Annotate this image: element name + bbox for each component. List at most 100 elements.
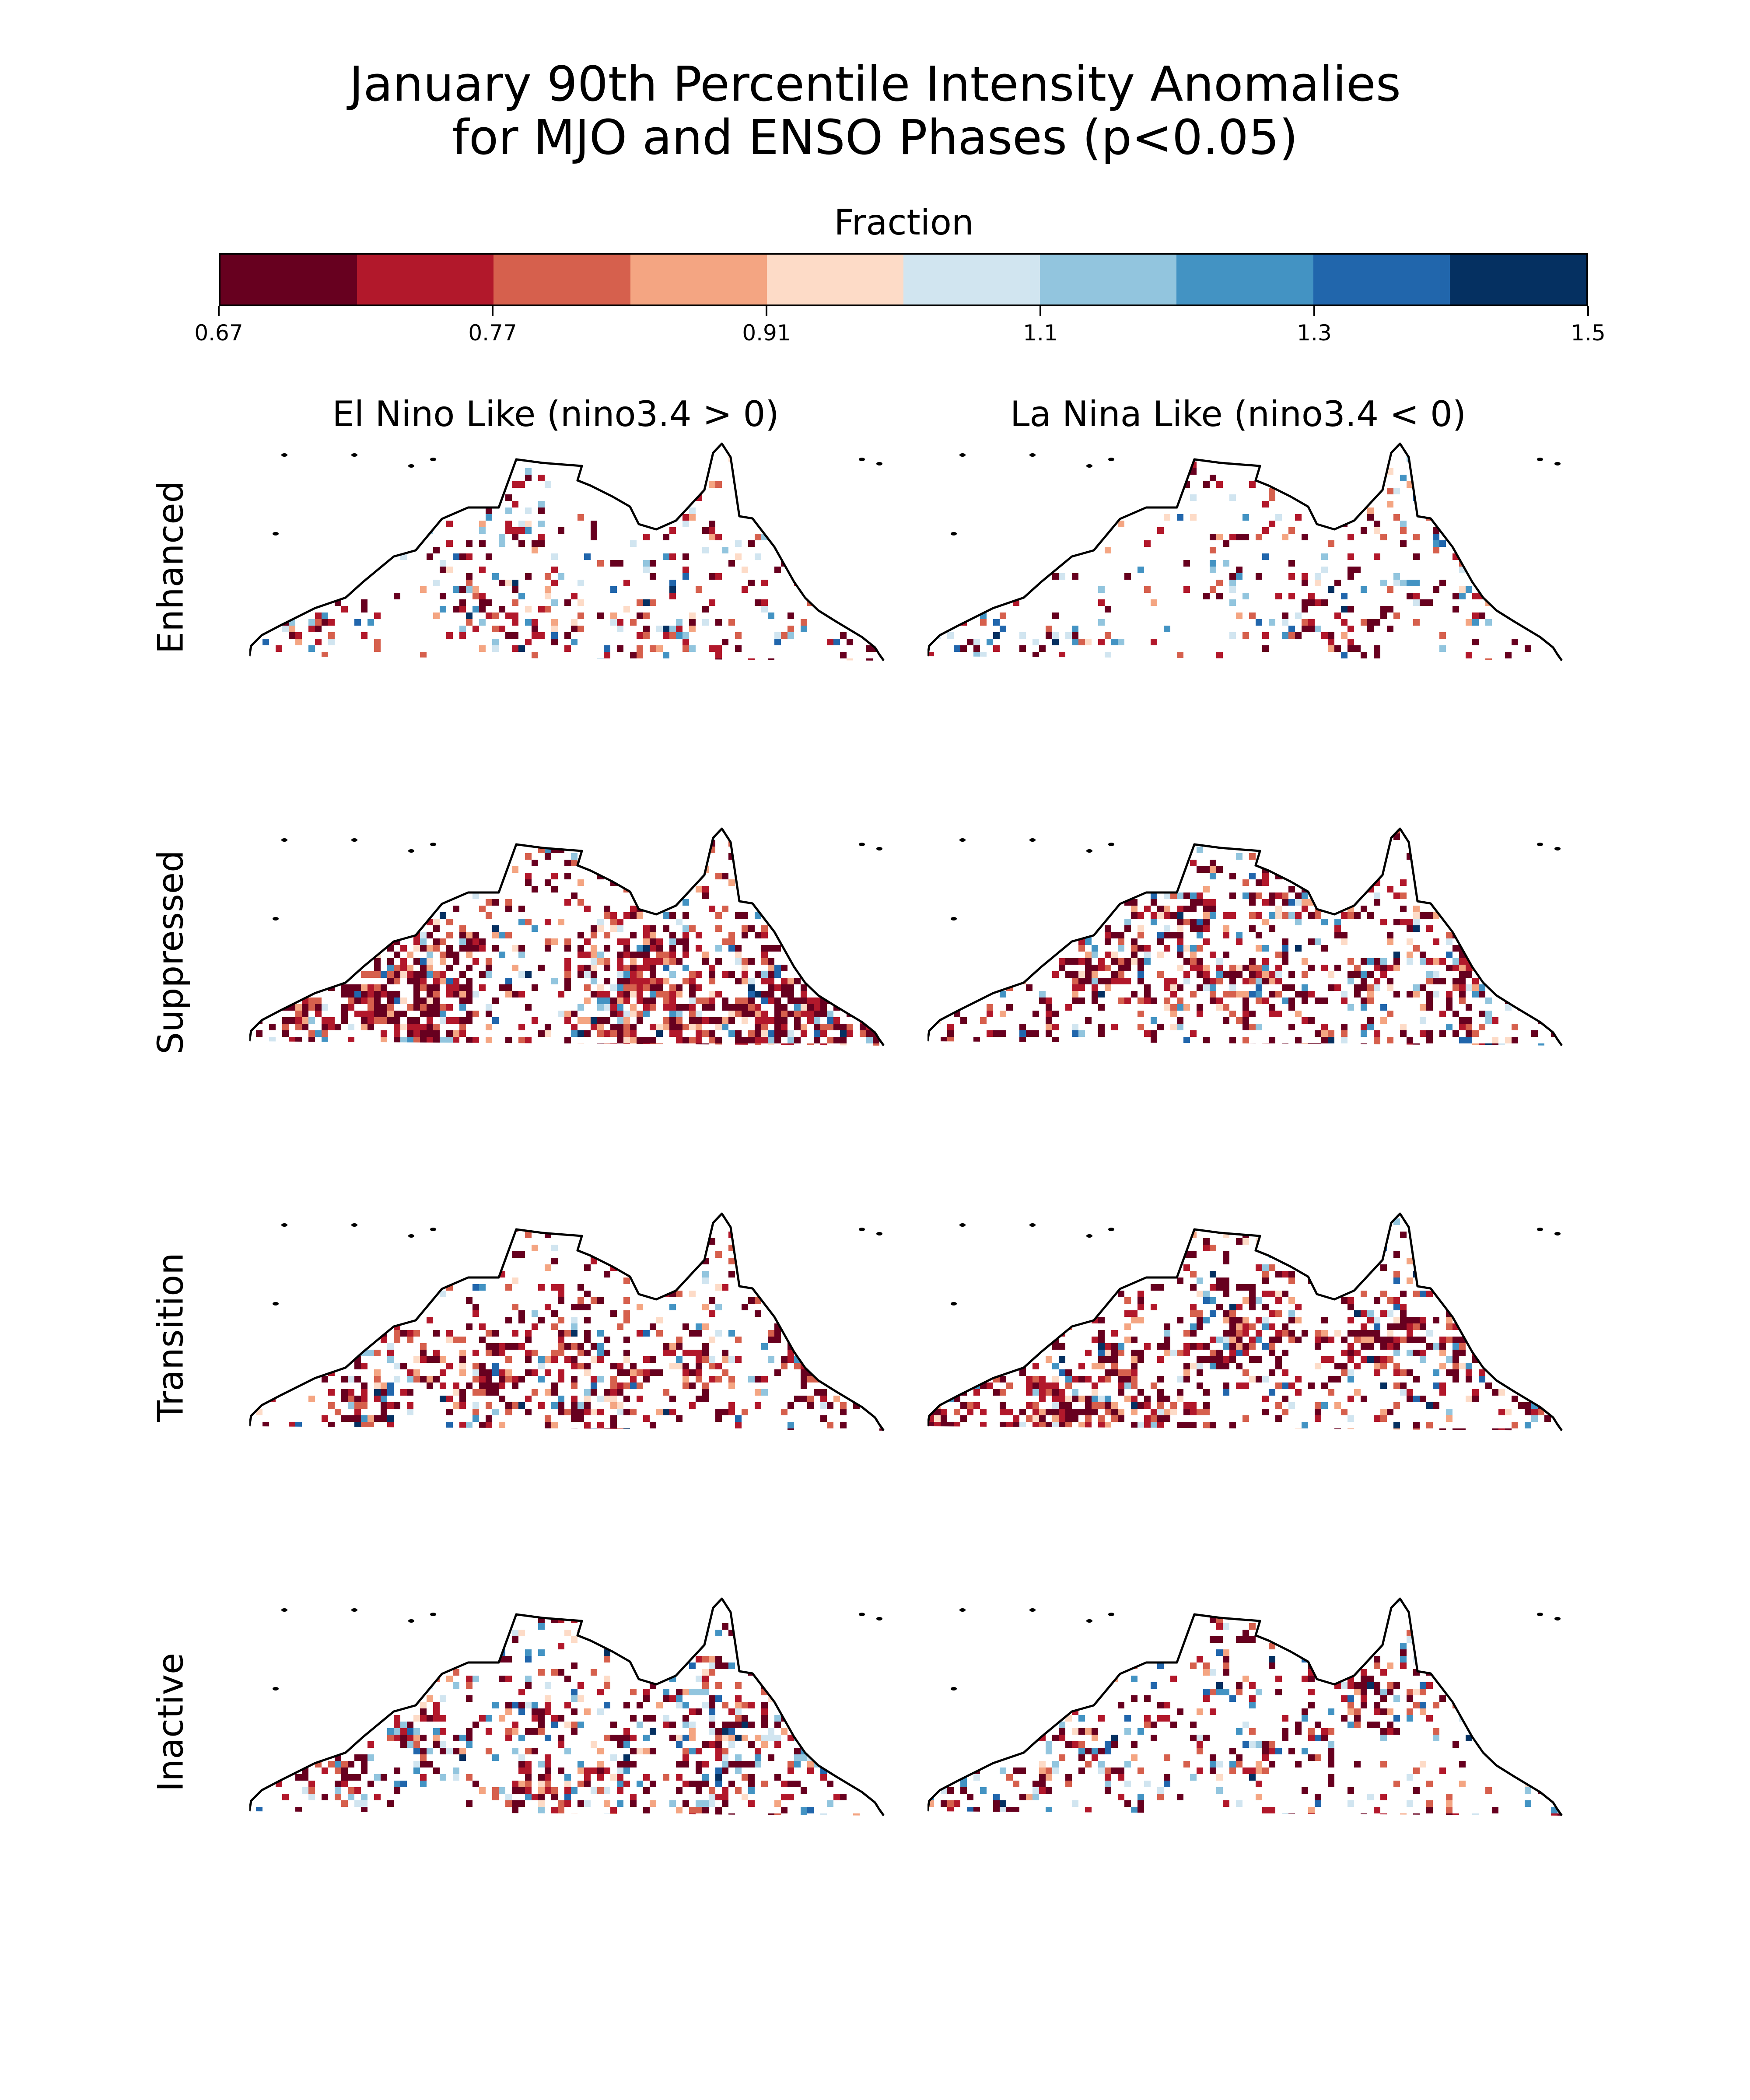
grid-cell — [827, 573, 833, 580]
grid-cell — [941, 481, 947, 488]
grid-cell — [289, 1422, 295, 1428]
grid-cell — [1105, 606, 1111, 612]
grid-cell — [578, 971, 584, 978]
grid-cell — [1321, 1037, 1328, 1043]
grid-cell — [774, 444, 781, 448]
grid-cell — [941, 1232, 947, 1238]
grid-cell — [374, 840, 381, 847]
grid-cell — [860, 984, 866, 991]
grid-cell — [328, 1218, 335, 1225]
grid-cell — [1472, 945, 1479, 952]
grid-cell — [1223, 1251, 1229, 1258]
grid-cell — [781, 965, 788, 971]
grid-cell — [1242, 892, 1249, 899]
grid-cell — [1564, 494, 1566, 501]
grid-cell — [1531, 971, 1538, 978]
grid-cell — [1229, 840, 1236, 847]
grid-cell — [794, 860, 801, 866]
grid-cell — [1282, 1382, 1288, 1389]
grid-cell — [1249, 1343, 1256, 1350]
grid-cell — [1426, 978, 1433, 984]
grid-cell — [492, 879, 499, 886]
grid-cell — [1210, 1363, 1216, 1369]
grid-cell — [1256, 978, 1262, 984]
grid-cell — [1177, 932, 1183, 938]
grid-cell — [407, 965, 413, 971]
grid-cell — [1000, 1291, 1006, 1297]
grid-cell — [1538, 1382, 1544, 1389]
grid-cell — [847, 586, 853, 593]
grid-cell — [374, 1428, 381, 1431]
grid-cell — [394, 873, 400, 879]
grid-cell — [446, 1337, 453, 1343]
grid-cell — [1072, 879, 1078, 886]
grid-cell — [1006, 906, 1013, 912]
grid-cell — [623, 1396, 630, 1402]
grid-cell — [980, 1330, 987, 1337]
grid-cell — [1223, 912, 1229, 919]
grid-cell — [374, 1271, 381, 1278]
grid-cell — [788, 1037, 794, 1043]
grid-cell — [947, 1350, 954, 1356]
grid-cell — [1505, 508, 1512, 514]
grid-cell — [420, 1350, 427, 1356]
grid-cell — [1262, 1264, 1269, 1271]
grid-cell — [702, 606, 709, 612]
grid-cell — [1006, 892, 1013, 899]
grid-cell — [941, 1304, 947, 1310]
grid-cell — [295, 1011, 302, 1017]
grid-cell — [315, 619, 322, 626]
grid-cell — [276, 658, 282, 661]
grid-cell — [1111, 1369, 1118, 1376]
grid-cell — [1282, 534, 1288, 540]
grid-cell — [973, 829, 980, 833]
grid-cell — [623, 1297, 630, 1304]
grid-cell — [1485, 998, 1492, 1004]
grid-cell — [387, 899, 394, 906]
grid-cell — [774, 1004, 781, 1011]
grid-cell — [1236, 658, 1242, 661]
grid-cell — [1131, 1376, 1138, 1382]
grid-cell — [967, 1271, 973, 1278]
grid-cell — [1321, 945, 1328, 952]
grid-cell — [1466, 1218, 1472, 1225]
grid-cell — [1361, 971, 1367, 978]
grid-cell — [1459, 998, 1466, 1004]
grid-cell — [1498, 1214, 1505, 1218]
grid-cell — [1170, 1024, 1177, 1030]
grid-cell — [1433, 833, 1439, 840]
grid-cell — [630, 932, 637, 938]
grid-cell — [597, 658, 604, 661]
grid-cell — [873, 919, 879, 925]
grid-cell — [1387, 1297, 1393, 1304]
grid-cell — [954, 866, 960, 873]
grid-cell — [361, 1415, 368, 1422]
grid-cell — [1203, 1238, 1210, 1245]
grid-cell — [400, 1024, 407, 1030]
grid-cell — [1564, 1212, 1566, 1218]
grid-cell — [1446, 1356, 1452, 1363]
grid-cell — [1400, 540, 1407, 547]
grid-cell — [400, 866, 407, 873]
grid-cell — [873, 1350, 879, 1356]
grid-cell — [682, 938, 689, 945]
grid-cell — [1242, 593, 1249, 599]
grid-cell — [597, 1004, 604, 1011]
grid-cell — [1000, 925, 1006, 932]
grid-cell — [761, 958, 768, 965]
grid-cell — [472, 1369, 479, 1376]
grid-cell — [1190, 1214, 1197, 1218]
grid-cell — [1242, 1343, 1249, 1350]
grid-cell — [676, 1343, 682, 1350]
grid-cell — [886, 658, 888, 665]
grid-cell — [466, 1017, 472, 1024]
grid-cell — [1334, 1238, 1341, 1245]
grid-cell — [335, 1232, 341, 1238]
grid-cell — [433, 547, 440, 553]
grid-cell — [1485, 1017, 1492, 1024]
grid-cell — [967, 1356, 973, 1363]
grid-cell — [381, 1402, 387, 1409]
grid-cell — [1295, 945, 1302, 952]
grid-cell — [505, 1402, 512, 1409]
grid-cell — [1525, 1356, 1531, 1363]
